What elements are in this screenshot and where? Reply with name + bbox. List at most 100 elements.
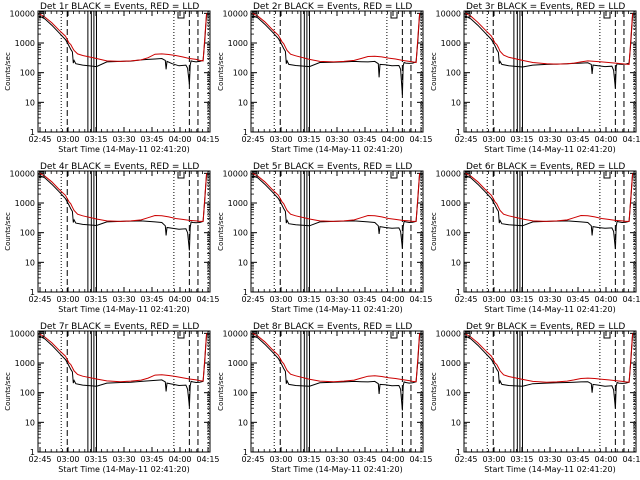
x-tick-label: 02:45 <box>454 455 477 464</box>
y-tick-label: 1000 <box>441 39 461 48</box>
x-tick-label: 02:45 <box>454 295 477 304</box>
x-tick-label: 03:30 <box>112 295 135 304</box>
x-tick-label: 04:15 <box>409 455 432 464</box>
y-tick-label: 1000 <box>441 199 461 208</box>
series-line-lld <box>39 333 208 383</box>
corner-marker <box>465 171 471 178</box>
x-axis-label: Start Time (14-May-11 02:41:20) <box>484 145 615 154</box>
corner-marker <box>390 12 398 19</box>
x-tick-label: 04:15 <box>196 135 219 144</box>
y-axis-label: Counts/sec <box>217 52 225 91</box>
x-tick-label: 03:45 <box>353 295 376 304</box>
y-tick-label: 10 <box>238 258 248 267</box>
detector-panel-7: 1 10 100 1000 10000 02:45 03:00 03:15 03:30 03:45… <box>4 322 220 474</box>
x-tick-label: 03:00 <box>56 295 79 304</box>
detector-panel-1: 1 10 100 1000 10000 02:45 03:00 03:15 03:30 03:45… <box>4 2 220 154</box>
plot-frame <box>463 330 637 453</box>
y-axis-label: Counts/sec <box>217 372 225 411</box>
detector-panel-6: 1 10 100 1000 10000 02:45 03:00 03:15 03:30 03:45… <box>430 162 640 314</box>
x-tick-label: 03:15 <box>84 455 107 464</box>
x-tick-label: 04:15 <box>409 135 432 144</box>
series-line-events <box>465 173 634 250</box>
y-tick-label: 1 <box>30 288 35 297</box>
x-tick-label: 03:00 <box>269 295 292 304</box>
series-line-events <box>252 173 421 249</box>
x-tick-label: 04:00 <box>594 135 617 144</box>
x-tick-label: 02:45 <box>28 135 51 144</box>
corner-marker <box>465 331 471 338</box>
series-line-events <box>252 13 421 95</box>
x-tick-label: 04:00 <box>381 135 404 144</box>
y-tick-label: 10000 <box>223 329 248 338</box>
y-tick-label: 10 <box>25 258 35 267</box>
series-line-events <box>465 14 634 89</box>
y-tick-label: 100 <box>20 69 35 78</box>
y-tick-label: 10000 <box>436 169 461 178</box>
panel-title: Det 4r BLACK = Events, RED = LLD <box>40 162 199 172</box>
corner-marker <box>465 11 471 18</box>
x-tick-label: 03:15 <box>84 135 107 144</box>
x-tick-label: 02:45 <box>28 455 51 464</box>
x-tick-label: 03:00 <box>482 455 505 464</box>
y-tick-label: 100 <box>233 389 248 398</box>
series-line-lld <box>252 12 421 64</box>
y-tick-label: 10000 <box>10 9 35 18</box>
y-tick-label: 100 <box>446 229 461 238</box>
x-tick-label: 03:00 <box>482 295 505 304</box>
y-axis-label: Counts/sec <box>430 372 438 411</box>
y-axis-label: Counts/sec <box>430 212 438 251</box>
x-tick-label: 04:15 <box>622 295 640 304</box>
y-tick-label: 1 <box>456 448 461 457</box>
y-tick-label: 1000 <box>441 359 461 368</box>
y-tick-label: 1 <box>456 128 461 137</box>
y-tick-label: 100 <box>446 389 461 398</box>
series-line-events <box>39 173 208 251</box>
x-tick-label: 02:45 <box>28 295 51 304</box>
x-tick-label: 03:30 <box>538 295 561 304</box>
series-line-events <box>465 333 634 409</box>
plot-frame <box>37 10 211 133</box>
x-axis-label: Start Time (14-May-11 02:41:20) <box>271 465 402 474</box>
y-tick-label: 100 <box>233 229 248 238</box>
series-line-lld <box>252 332 421 383</box>
y-tick-label: 1000 <box>228 359 248 368</box>
x-tick-label: 03:00 <box>269 135 292 144</box>
y-tick-label: 1000 <box>228 39 248 48</box>
x-tick-label: 04:00 <box>594 295 617 304</box>
x-tick-label: 03:00 <box>56 455 79 464</box>
y-axis-label: Counts/sec <box>4 52 12 91</box>
y-axis-label: Counts/sec <box>430 52 438 91</box>
panel-title: Det 2r BLACK = Events, RED = LLD <box>253 2 412 12</box>
y-tick-label: 1000 <box>15 359 35 368</box>
x-tick-label: 04:00 <box>168 295 191 304</box>
x-tick-label: 03:15 <box>84 295 107 304</box>
panel-title: Det 8r BLACK = Events, RED = LLD <box>253 322 412 332</box>
x-tick-label: 03:30 <box>325 295 348 304</box>
plot-frame <box>250 170 424 293</box>
x-tick-label: 03:45 <box>353 455 376 464</box>
panel-title: Det 1r BLACK = Events, RED = LLD <box>40 2 199 12</box>
x-axis-label: Start Time (14-May-11 02:41:20) <box>271 145 402 154</box>
y-tick-label: 100 <box>20 389 35 398</box>
corner-marker <box>252 331 258 338</box>
series-line-lld <box>39 172 208 222</box>
plot-frame <box>250 10 424 133</box>
y-tick-label: 10000 <box>436 9 461 18</box>
y-axis-label: Counts/sec <box>217 212 225 251</box>
detector-panel-4: 1 10 100 1000 10000 02:45 03:00 03:15 03:30 03:45… <box>4 162 220 314</box>
detector-panel-2: 1 10 100 1000 10000 02:45 03:00 03:15 03:30 03:45… <box>217 2 433 154</box>
x-tick-label: 03:30 <box>538 135 561 144</box>
corner-marker <box>177 172 185 179</box>
plot-frame <box>463 170 637 293</box>
plot-frame <box>37 170 211 293</box>
x-tick-label: 04:15 <box>409 295 432 304</box>
y-tick-label: 10000 <box>436 329 461 338</box>
corner-marker <box>603 172 611 179</box>
x-tick-label: 03:00 <box>482 135 505 144</box>
detector-panel-5: 1 10 100 1000 10000 02:45 03:00 03:15 03:30 03:45… <box>217 162 433 314</box>
series-line-lld <box>465 172 634 222</box>
x-tick-label: 04:00 <box>168 455 191 464</box>
x-tick-label: 03:45 <box>140 455 163 464</box>
x-tick-label: 04:15 <box>196 295 219 304</box>
x-tick-label: 03:45 <box>353 135 376 144</box>
